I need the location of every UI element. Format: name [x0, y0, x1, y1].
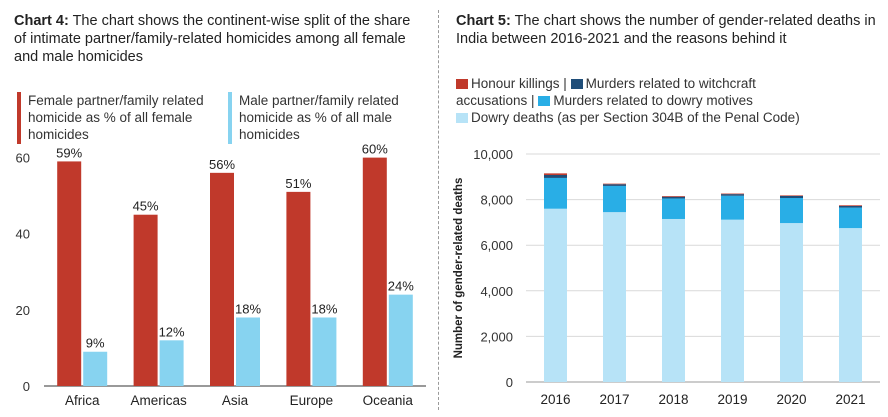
chart5-title-label: Chart 5:: [456, 13, 511, 29]
bar-female: [133, 214, 158, 386]
x-tick-label: 2020: [776, 392, 806, 407]
y-tick-label: 40: [16, 227, 30, 242]
data-label: 60%: [362, 142, 388, 157]
bar-dowry-murder: [721, 195, 744, 220]
bar-male: [388, 294, 413, 386]
x-tick-label: Asia: [222, 393, 249, 408]
bar-dowry-death: [662, 218, 685, 382]
y-tick-label: 8,000: [480, 193, 513, 208]
legend-female-swatch: [17, 92, 21, 144]
data-label: 9%: [86, 336, 105, 351]
y-tick-label: 0: [506, 375, 513, 390]
chart4-title-label: Chart 4:: [14, 13, 69, 29]
data-label: 51%: [285, 176, 311, 191]
legend-dowry-death-label: Dowry deaths (as per Section 304B of the…: [471, 110, 800, 125]
legend-male-swatch: [228, 92, 232, 144]
legend-dowry-murder-label: Murders related to dowry motives: [553, 93, 753, 108]
bar-witchcraft: [839, 205, 862, 208]
bar-dowry-murder: [839, 207, 862, 229]
bar-witchcraft: [780, 195, 803, 199]
x-tick-label: Europe: [290, 393, 334, 408]
y-tick-label: 20: [16, 303, 30, 318]
bar-female: [57, 161, 82, 386]
panel-divider: [438, 10, 439, 410]
x-tick-label: Americas: [130, 393, 187, 408]
y-tick-label: 10,000: [473, 147, 513, 162]
bar-male: [159, 340, 184, 386]
data-label: 18%: [311, 301, 337, 316]
data-label: 56%: [209, 157, 235, 172]
bar-male: [312, 317, 337, 386]
bar-honour: [662, 196, 685, 197]
legend-accusations-label: accusations |: [456, 93, 535, 108]
x-tick-label: 2016: [540, 392, 570, 407]
legend-female-label: Female partner/family related homicide a…: [28, 93, 204, 142]
bar-female: [286, 191, 311, 386]
chart4-title: Chart 4: The chart shows the continent-w…: [14, 12, 424, 66]
chart4-panel: Chart 4: The chart shows the continent-w…: [0, 0, 432, 417]
legend-row-3: Dowry deaths (as per Section 304B of the…: [456, 109, 876, 126]
legend-dowry-murder-swatch: [538, 96, 551, 106]
chart5-plot: 0 2,000 4,000 6,000 8,000 10,000 Number of gen…: [453, 147, 880, 407]
x-tick-label: Oceania: [363, 393, 414, 408]
bar-dowry-murder: [544, 177, 567, 209]
legend-honour-label: Honour killings |: [471, 76, 567, 91]
bar-dowry-death: [780, 223, 803, 382]
data-label: 45%: [133, 199, 159, 214]
x-tick-label: 2021: [835, 392, 865, 407]
x-tick-label: 2017: [599, 392, 629, 407]
legend-witchcraft-label: Murders related to witchcraft: [585, 76, 756, 91]
bar-witchcraft: [721, 194, 744, 196]
bar-honour: [603, 183, 626, 185]
x-tick-label: 2019: [717, 392, 747, 407]
y-axis-label: Number of gender-related deaths: [453, 178, 465, 359]
y-tick-label: 4,000: [480, 284, 513, 299]
bar-female: [210, 172, 234, 386]
legend-dowry-death-swatch: [456, 113, 468, 123]
bar-dowry-death: [839, 228, 862, 382]
chart5-title: Chart 5: The chart shows the number of g…: [456, 12, 876, 48]
bar-honour: [780, 195, 803, 196]
bar-male: [83, 351, 108, 386]
y-tick-label: 6,000: [480, 238, 513, 253]
data-label: 59%: [56, 145, 82, 160]
chart4-title-text: The chart shows the continent-wise split…: [14, 13, 411, 65]
bar-dowry-murder: [603, 185, 626, 213]
bar-witchcraft: [662, 196, 685, 199]
chart5-legend: Honour killings | Murders related to wit…: [456, 75, 876, 126]
bar-honour: [721, 193, 744, 195]
legend-witchcraft-swatch: [570, 79, 583, 89]
data-label: 18%: [235, 301, 261, 316]
x-tick-label: 2018: [658, 392, 688, 407]
y-tick-label: 60: [16, 151, 30, 166]
bar-dowry-death: [544, 208, 567, 382]
legend-male-label: Male partner/family related homicide as …: [239, 93, 399, 142]
bar-dowry-death: [721, 219, 744, 382]
data-label: 24%: [388, 279, 414, 294]
y-tick-label: 0: [23, 379, 30, 394]
bar-dowry-murder: [780, 198, 803, 224]
x-tick-label: Africa: [65, 393, 100, 408]
legend-honour-swatch: [456, 79, 468, 89]
bar-honour: [544, 173, 567, 175]
chart5-panel: Chart 5: The chart shows the number of g…: [448, 0, 888, 417]
bar-honour: [839, 205, 862, 206]
legend-row-2: accusations | Murders related to dowry m…: [456, 92, 876, 109]
chart5-title-text: The chart shows the number of gender-rel…: [456, 13, 876, 47]
bar-witchcraft: [603, 184, 626, 186]
data-label: 12%: [159, 324, 185, 339]
bar-dowry-death: [603, 212, 626, 382]
chart4-plot: 0 20 40 60 59% 9% Africa 45% 12% Americas 56% 18% As…: [16, 142, 426, 408]
bar-witchcraft: [544, 174, 567, 178]
bar-dowry-murder: [662, 198, 685, 219]
bar-female: [362, 157, 387, 386]
bar-male: [236, 317, 260, 386]
legend-row-1: Honour killings | Murders related to wit…: [456, 75, 876, 92]
y-tick-label: 2,000: [480, 329, 513, 344]
